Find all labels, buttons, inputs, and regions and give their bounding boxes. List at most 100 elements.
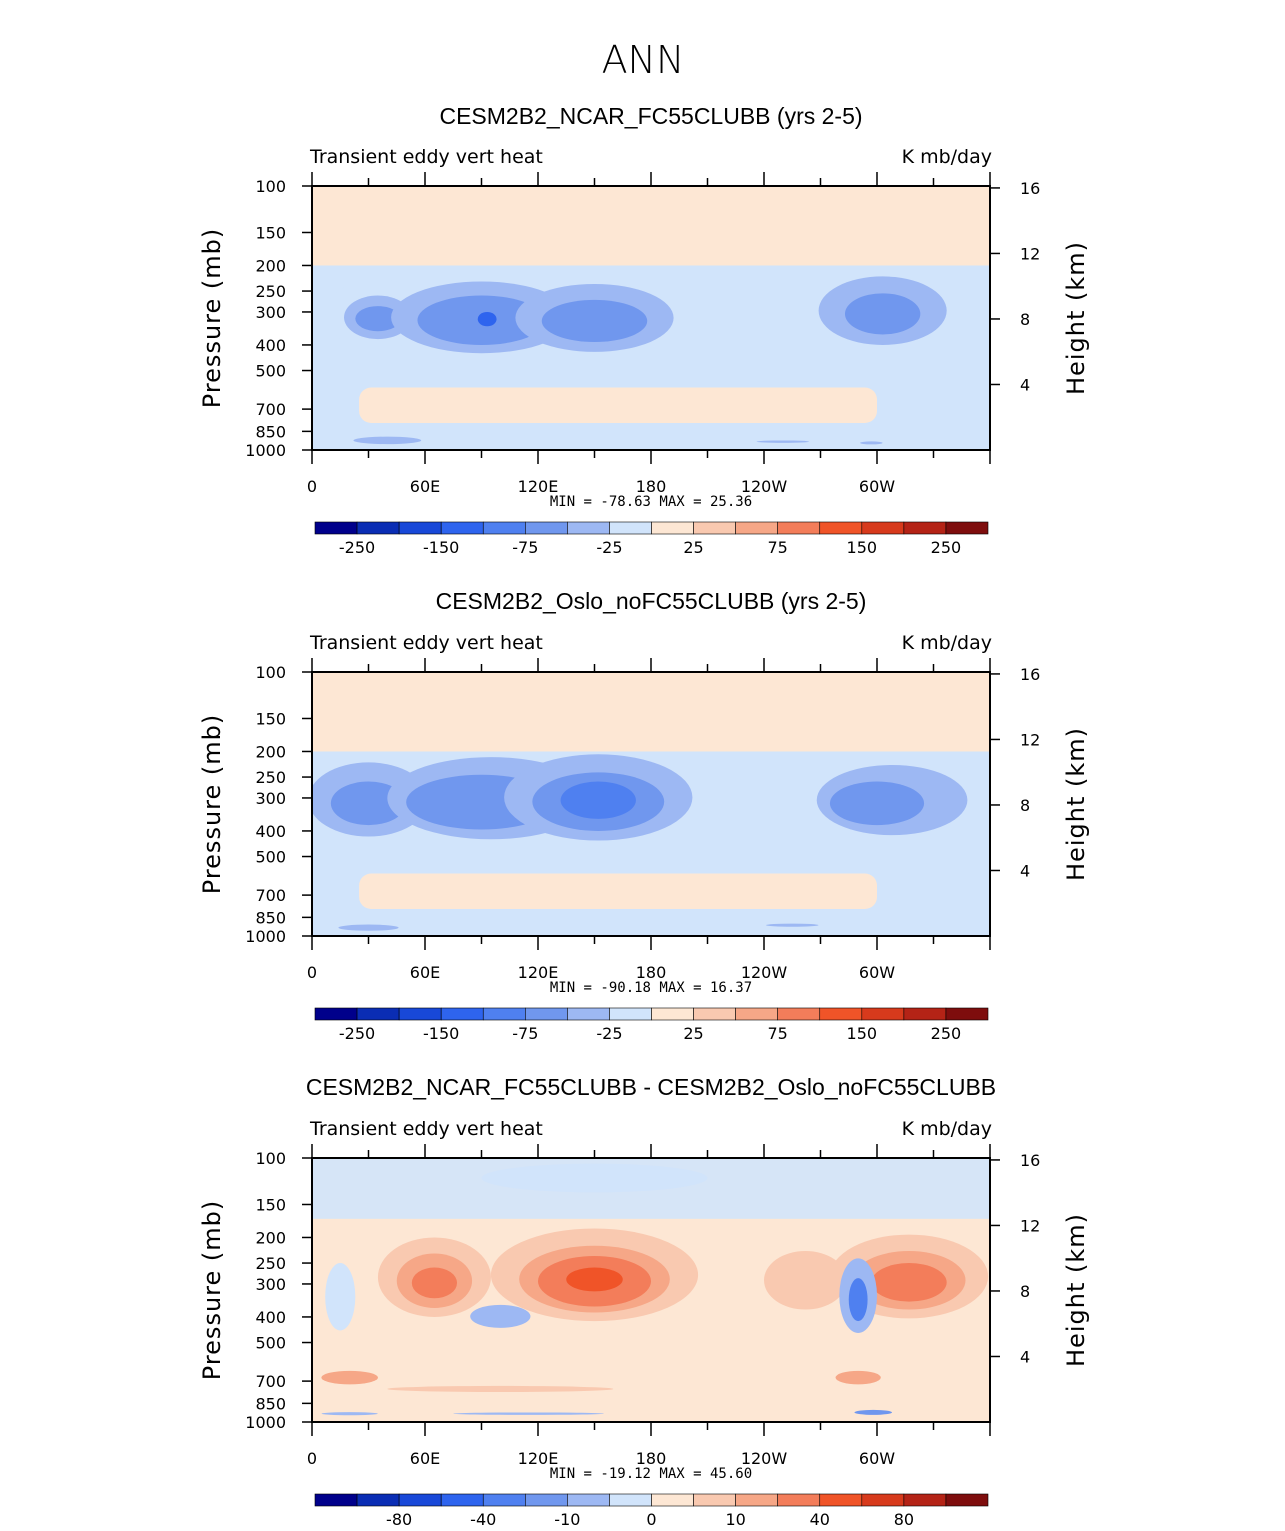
- colorbar-swatch: [735, 521, 778, 535]
- figure-title: ANN: [602, 38, 685, 82]
- y-tick-label: 500: [255, 848, 286, 867]
- colorbar-label: -10: [554, 1510, 580, 1529]
- contour-field: [312, 1158, 990, 1422]
- colorbar-swatch: [777, 521, 821, 535]
- colorbar-label: 0: [646, 1510, 656, 1529]
- colorbar-swatch: [356, 1007, 400, 1021]
- x-tick-label: 180: [636, 963, 667, 982]
- y-tick-label: 700: [255, 886, 286, 905]
- x-tick-label: 60W: [859, 477, 895, 496]
- panel-2-title: CESM2B2_Oslo_noFC55CLUBB (yrs 2-5): [436, 588, 867, 614]
- y-tick-label: 100: [255, 663, 286, 682]
- height-axis-label: Height (km): [1062, 241, 1090, 395]
- x-tick-label: 0: [307, 477, 317, 496]
- colorbar-swatch: [651, 1007, 694, 1021]
- y-tick-label: 400: [255, 336, 286, 355]
- panel-2-plot: 0 60E 120E 180 120W 60W 100 150 200 250 300 400 500 7…: [198, 658, 1090, 982]
- colorbar-swatch: [903, 521, 947, 535]
- contour-band-low: [359, 387, 877, 423]
- colorbar-label: 150: [847, 538, 878, 557]
- colorbar-swatch: [482, 521, 526, 535]
- colorbar-swatch: [861, 521, 905, 535]
- panel-2: CESM2B2_Oslo_noFC55CLUBB (yrs 2-5) Trans…: [198, 588, 1090, 1043]
- y-tick-label: 100: [255, 177, 286, 196]
- contour-feature: [321, 1370, 378, 1385]
- contour-feature: [470, 1304, 531, 1328]
- y-tick-label: 700: [255, 1372, 286, 1391]
- panel-3-colorbar: -80 -40 -10 0 10 40 80: [314, 1493, 989, 1529]
- colorbar-label: -250: [339, 538, 375, 557]
- contour-field: [312, 672, 990, 936]
- colorbar-swatch: [440, 1007, 484, 1021]
- panel-3-title: CESM2B2_NCAR_FC55CLUBB - CESM2B2_Oslo_no…: [306, 1074, 996, 1100]
- y-tick-label: 200: [255, 1228, 286, 1247]
- contour-feature: [835, 1370, 881, 1385]
- colorbar-swatch: [693, 521, 736, 535]
- height-tick-label: 8: [1020, 796, 1030, 815]
- y-tick-label: 250: [255, 282, 286, 301]
- height-tick-label: 4: [1020, 861, 1030, 880]
- height-tick-label: 16: [1020, 1151, 1040, 1170]
- colorbar-label: 250: [931, 538, 962, 557]
- y-tick-label: 850: [255, 422, 286, 441]
- contour-feature: [325, 1263, 356, 1331]
- height-axis-label: Height (km): [1062, 727, 1090, 881]
- y-axis-label: Pressure (mb): [198, 714, 226, 894]
- colorbar-label: -250: [339, 1024, 375, 1043]
- panel-2-left-label: Transient eddy vert heat: [309, 632, 543, 654]
- panel-1-right-label: K mb/day: [902, 146, 992, 168]
- colorbar-label: -80: [386, 1510, 412, 1529]
- panel-1-title: CESM2B2_NCAR_FC55CLUBB (yrs 2-5): [439, 103, 862, 129]
- contour-feature: [848, 1278, 868, 1322]
- colorbar-swatch: [314, 1007, 358, 1021]
- contour-feature: [854, 1409, 893, 1415]
- x-tick-label: 120E: [518, 477, 559, 496]
- y-tick-label: 700: [255, 400, 286, 419]
- colorbar-swatch: [861, 1007, 905, 1021]
- colorbar-swatch: [609, 521, 652, 535]
- colorbar-swatch: [861, 1493, 905, 1507]
- colorbar-label: -150: [423, 1024, 459, 1043]
- panel-1-plot: 0 60E 120E 180 120W 60W 100 150 200 250 300 400 500 7…: [198, 172, 1090, 496]
- colorbar-swatch: [777, 1007, 821, 1021]
- panel-1-left-label: Transient eddy vert heat: [309, 146, 543, 168]
- panel-2-stats: MIN = -90.18 MAX = 16.37: [550, 980, 752, 996]
- panel-2-colorbar: -250 -150 -75 -25 25 75 150 250: [314, 1007, 989, 1043]
- x-tick-label: 180: [636, 477, 667, 496]
- panel-3-plot: 0 60E 120E 180 120W 60W 100 150 200 250 300 400 500 7…: [198, 1144, 1090, 1468]
- x-tick-label: 60W: [859, 963, 895, 982]
- y-tick-label: 850: [255, 908, 286, 927]
- contour-feature: [860, 441, 883, 445]
- panel-1-stats: MIN = -78.63 MAX = 25.36: [550, 494, 752, 510]
- colorbar-swatch: [609, 1493, 652, 1507]
- contour-feature: [477, 311, 497, 327]
- panel-3-right-label: K mb/day: [902, 1118, 992, 1140]
- colorbar-label: 250: [931, 1024, 962, 1043]
- y-tick-label: 250: [255, 768, 286, 787]
- colorbar-label: 10: [725, 1510, 745, 1529]
- colorbar-label: 80: [894, 1510, 914, 1529]
- x-tick-label: 0: [307, 1449, 317, 1468]
- y-tick-label: 400: [255, 1308, 286, 1327]
- colorbar-swatch: [398, 521, 442, 535]
- colorbar-swatch: [567, 1493, 610, 1507]
- contour-feature: [765, 923, 819, 927]
- height-tick-label: 16: [1020, 665, 1040, 684]
- colorbar-swatch: [356, 521, 400, 535]
- contour-feature: [756, 440, 810, 443]
- colorbar-label: 40: [810, 1510, 830, 1529]
- contour-feature: [481, 1163, 708, 1193]
- y-tick-label: 400: [255, 822, 286, 841]
- height-tick-label: 4: [1020, 375, 1030, 394]
- contour-feature: [411, 1267, 458, 1299]
- contour-feature: [353, 436, 422, 445]
- panel-2-right-label: K mb/day: [902, 632, 992, 654]
- colorbar-swatch: [945, 1007, 989, 1021]
- colorbar-label: 150: [847, 1024, 878, 1043]
- colorbar-swatch: [777, 1493, 821, 1507]
- colorbar-swatch: [567, 1007, 610, 1021]
- contour-feature: [844, 293, 921, 335]
- y-tick-label: 1000: [245, 1413, 286, 1432]
- colorbar-swatch: [945, 521, 989, 535]
